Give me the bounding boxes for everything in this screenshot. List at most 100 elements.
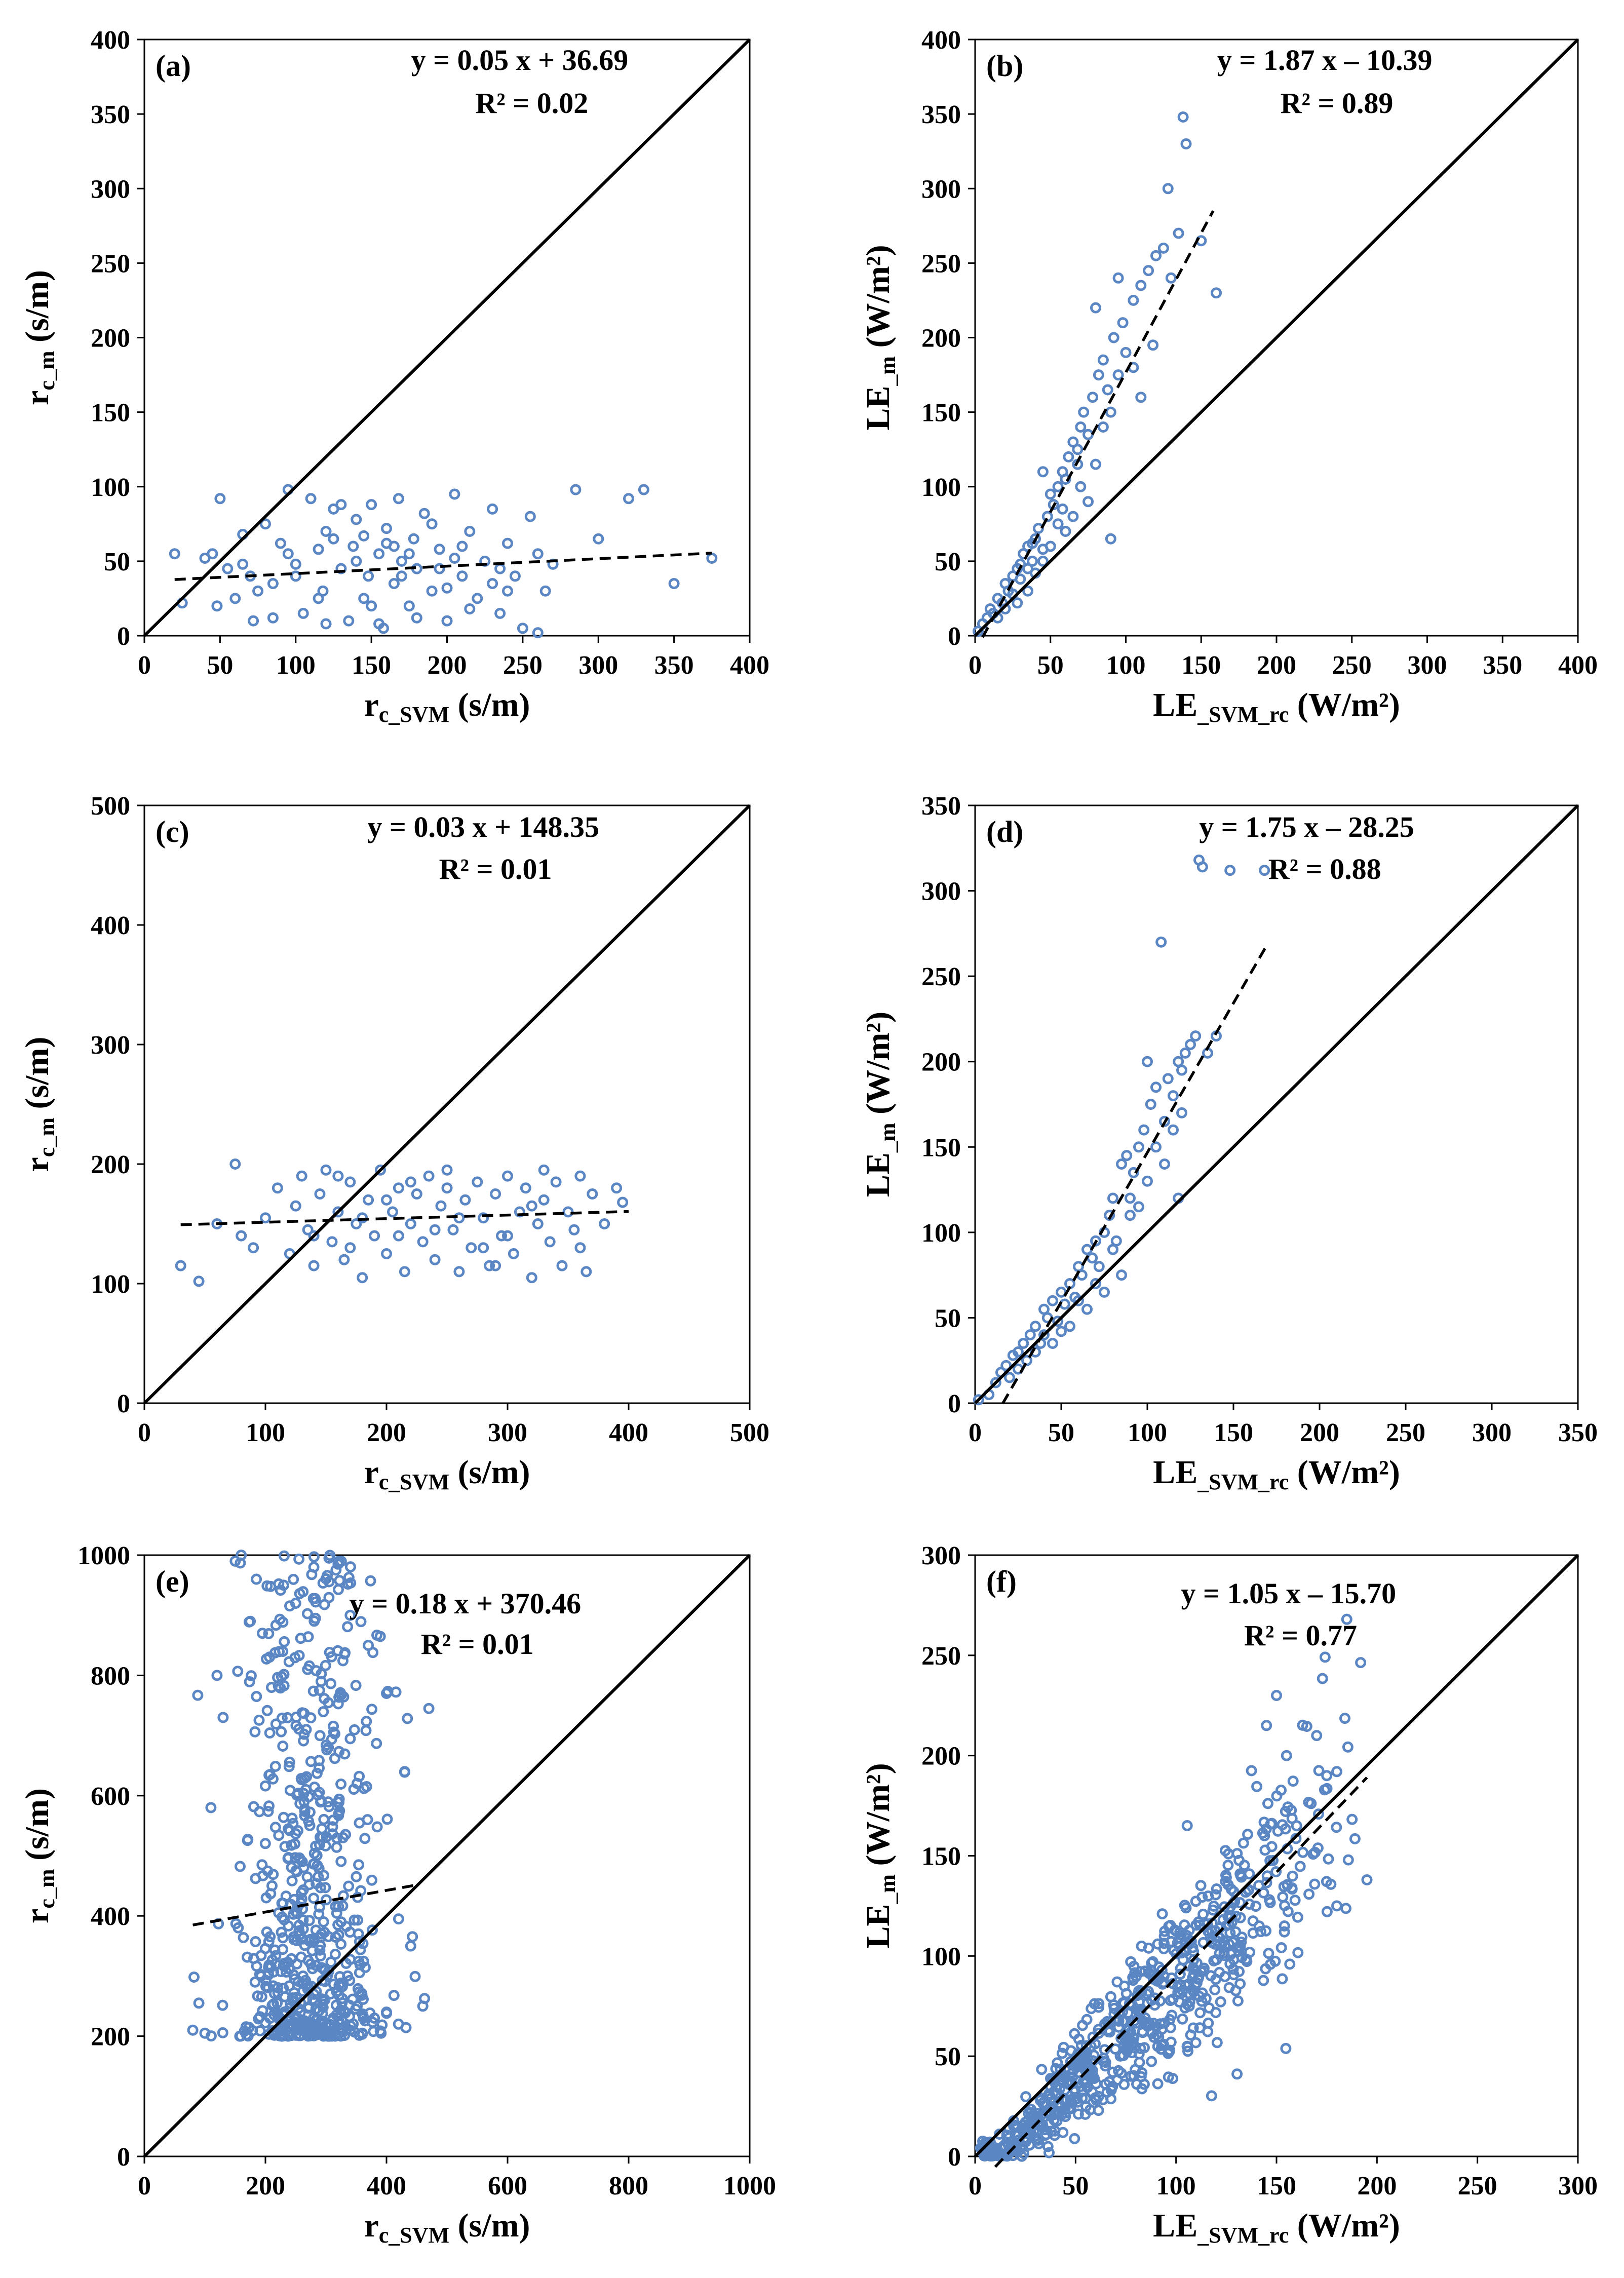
data-point bbox=[1259, 1844, 1271, 1856]
data-point bbox=[276, 1926, 287, 1938]
data-point bbox=[1128, 1167, 1139, 1178]
data-point bbox=[409, 1971, 421, 1982]
data-point bbox=[328, 1720, 339, 1732]
data-point bbox=[323, 1592, 335, 1603]
data-point bbox=[291, 1866, 303, 1877]
data-point bbox=[1234, 1978, 1246, 1990]
data-point bbox=[623, 493, 634, 505]
data-point bbox=[1313, 1808, 1324, 1820]
data-point bbox=[1303, 1796, 1314, 1808]
data-point bbox=[1142, 1175, 1153, 1187]
data-point bbox=[1321, 1770, 1333, 1782]
data-point bbox=[1135, 392, 1147, 403]
data-point bbox=[321, 1744, 333, 1756]
x-axis-label-unit: (W/m²) bbox=[1289, 1454, 1400, 1491]
data-point bbox=[502, 1230, 513, 1242]
data-point bbox=[508, 1248, 519, 1259]
data-point bbox=[326, 1236, 338, 1248]
data-point bbox=[1167, 2073, 1179, 2084]
data-point bbox=[260, 1212, 271, 1224]
r-squared: R² = 0.01 bbox=[421, 1628, 534, 1661]
data-point bbox=[301, 1608, 313, 1619]
data-point bbox=[456, 570, 468, 582]
data-point bbox=[1284, 1958, 1296, 1970]
x-axis-label-main: r bbox=[364, 686, 378, 723]
data-point bbox=[417, 1236, 429, 1248]
data-point bbox=[1093, 2027, 1105, 2039]
data-point bbox=[313, 544, 324, 555]
data-point bbox=[1313, 1765, 1325, 1777]
data-point bbox=[538, 1194, 550, 1206]
data-point bbox=[1113, 2065, 1124, 2076]
data-point bbox=[1203, 2017, 1214, 2029]
data-point bbox=[1057, 2127, 1069, 2138]
data-point bbox=[313, 1863, 325, 1874]
data-point bbox=[248, 615, 259, 627]
data-point bbox=[453, 1266, 465, 1278]
data-point bbox=[1269, 1955, 1281, 1967]
data-point bbox=[263, 1769, 275, 1781]
data-point bbox=[1145, 1964, 1156, 1976]
data-point bbox=[314, 1188, 326, 1200]
data-point bbox=[1157, 1978, 1168, 1990]
x-tick-label: 200 bbox=[1257, 651, 1296, 680]
data-point bbox=[320, 1882, 331, 1894]
data-point bbox=[1120, 346, 1132, 358]
data-point bbox=[1184, 1996, 1195, 2007]
data-point bbox=[1090, 2092, 1101, 2104]
data-point bbox=[324, 1550, 336, 1561]
data-point bbox=[1078, 406, 1090, 418]
data-point bbox=[229, 1555, 241, 1567]
data-point bbox=[366, 600, 377, 612]
data-point bbox=[293, 1650, 305, 1662]
data-point bbox=[336, 1997, 348, 2009]
data-point bbox=[593, 533, 604, 545]
data-point bbox=[328, 533, 339, 545]
data-point bbox=[1004, 1372, 1015, 1383]
y-axis-label-main: LE bbox=[860, 1152, 897, 1197]
data-point bbox=[359, 1833, 371, 1844]
data-point bbox=[502, 585, 513, 597]
data-point bbox=[232, 1666, 244, 1677]
data-point bbox=[1087, 392, 1099, 403]
data-point bbox=[259, 1780, 271, 1792]
data-point bbox=[388, 1990, 400, 2001]
data-point bbox=[308, 1893, 320, 1904]
data-point bbox=[538, 1164, 550, 1176]
data-point bbox=[344, 1176, 356, 1188]
data-point bbox=[298, 1735, 310, 1747]
data-point bbox=[1230, 1926, 1242, 1938]
data-point bbox=[1292, 1947, 1304, 1958]
data-point bbox=[1045, 540, 1056, 552]
data-point bbox=[429, 1224, 441, 1235]
data-point bbox=[1183, 1924, 1195, 1936]
data-point bbox=[289, 1838, 300, 1849]
y-axis-label-subscript: _m bbox=[875, 1874, 900, 1905]
data-point bbox=[526, 1272, 537, 1284]
data-point bbox=[1152, 1938, 1164, 1950]
data-point bbox=[1286, 1812, 1298, 1824]
data-point bbox=[405, 1176, 416, 1188]
data-point bbox=[321, 1740, 332, 1751]
data-point bbox=[278, 1550, 290, 1562]
data-point bbox=[1270, 1866, 1282, 1877]
data-point bbox=[335, 563, 347, 574]
data-point bbox=[310, 1593, 321, 1604]
data-point bbox=[403, 548, 415, 560]
data-point bbox=[381, 523, 392, 534]
x-tick-label: 150 bbox=[352, 651, 391, 680]
data-point bbox=[1069, 2028, 1080, 2039]
x-axis-label-unit: (s/m) bbox=[449, 686, 530, 723]
x-tick-label: 400 bbox=[1558, 651, 1598, 680]
data-point bbox=[1125, 1210, 1136, 1221]
data-point bbox=[1168, 1124, 1179, 1136]
data-point bbox=[1228, 1886, 1240, 1898]
y-tick-label: 600 bbox=[91, 1782, 130, 1811]
x-tick-label: 100 bbox=[1106, 651, 1146, 680]
data-point bbox=[329, 1753, 340, 1764]
data-point bbox=[1152, 2078, 1164, 2090]
data-point bbox=[290, 1720, 302, 1731]
data-point bbox=[1030, 1321, 1041, 1332]
data-point bbox=[1208, 1955, 1220, 1966]
data-point bbox=[248, 1801, 259, 1812]
